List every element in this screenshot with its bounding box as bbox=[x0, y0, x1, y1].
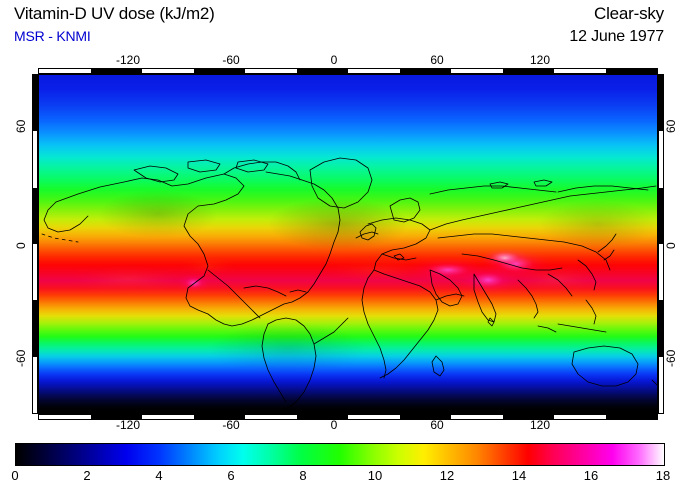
axis-seg bbox=[659, 131, 663, 188]
axis-seg bbox=[399, 415, 451, 419]
axis-x-top-tick-120: 120 bbox=[529, 53, 551, 67]
axis-seg bbox=[502, 415, 554, 419]
sky-condition-label: Clear-sky bbox=[594, 4, 664, 23]
axis-seg bbox=[39, 415, 91, 419]
page-title: Vitamin-D UV dose (kJ/m2) bbox=[14, 4, 215, 23]
colorbar-tick-18: 18 bbox=[655, 468, 671, 483]
axis-seg bbox=[33, 75, 37, 132]
axis-seg bbox=[193, 69, 245, 73]
colorbar-tick-8: 8 bbox=[299, 468, 307, 483]
axis-seg bbox=[90, 69, 142, 73]
axis-seg bbox=[33, 356, 37, 413]
axis-seg bbox=[296, 69, 348, 73]
axis-x-bottom-tick-0: 0 bbox=[330, 418, 338, 432]
axis-seg bbox=[33, 131, 37, 188]
colorbar-tick-0: 0 bbox=[11, 468, 19, 483]
axis-seg bbox=[348, 415, 400, 419]
axis-seg bbox=[399, 69, 451, 73]
axis-y-left-tick-60: 60 bbox=[14, 119, 28, 133]
axis-x-top-tick--60: -60 bbox=[222, 53, 240, 67]
colorbar-tick-14: 14 bbox=[511, 468, 527, 483]
axis-seg bbox=[659, 243, 663, 301]
axis-seg bbox=[33, 243, 37, 301]
colorbar-tick-16: 16 bbox=[583, 468, 599, 483]
colorbar-tick-10: 10 bbox=[367, 468, 383, 483]
axis-seg bbox=[39, 69, 91, 73]
axis-x-bottom-tick--120: -120 bbox=[115, 418, 141, 432]
axis-y-right-tick-60: 60 bbox=[664, 119, 678, 133]
world-map-panel bbox=[38, 74, 658, 414]
axis-seg bbox=[142, 69, 194, 73]
uv-dose-hotspot-overlay bbox=[63, 247, 603, 296]
axis-seg bbox=[296, 415, 348, 419]
colorbar bbox=[15, 443, 665, 466]
axis-seg bbox=[348, 69, 400, 73]
axis-seg bbox=[554, 415, 606, 419]
axis-bar-right bbox=[658, 74, 664, 414]
map-raster bbox=[38, 74, 658, 414]
axis-y-right-tick-0: 0 bbox=[664, 242, 678, 250]
axis-seg bbox=[33, 187, 37, 244]
coastline-overlay bbox=[41, 157, 658, 411]
colorbar-gradient bbox=[15, 443, 665, 466]
axis-seg bbox=[33, 300, 37, 357]
institution-credit: MSR - KNMI bbox=[14, 28, 91, 44]
axis-y-left-tick--60: -60 bbox=[14, 349, 28, 367]
axis-x-top-tick-0: 0 bbox=[330, 53, 338, 67]
axis-seg bbox=[245, 415, 297, 419]
axis-x-bottom-tick-120: 120 bbox=[529, 418, 551, 432]
axis-seg bbox=[659, 300, 663, 357]
axis-seg bbox=[659, 75, 663, 132]
axis-y-left-tick-0: 0 bbox=[14, 242, 28, 250]
axis-seg bbox=[451, 69, 503, 73]
axis-seg bbox=[193, 415, 245, 419]
colorbar-tick-6: 6 bbox=[227, 468, 235, 483]
axis-x-top-tick--120: -120 bbox=[115, 53, 141, 67]
colorbar-tick-2: 2 bbox=[83, 468, 91, 483]
axis-seg bbox=[605, 69, 657, 73]
colorbar-tick-labels: 0 2 4 6 8 10 12 14 16 18 bbox=[0, 468, 678, 484]
axis-seg bbox=[245, 69, 297, 73]
axis-seg bbox=[142, 415, 194, 419]
axis-seg bbox=[659, 356, 663, 413]
axis-x-top-tick-60: 60 bbox=[430, 53, 444, 67]
axis-y-right-tick--60: -60 bbox=[664, 349, 678, 367]
axis-bar-top bbox=[38, 68, 658, 74]
axis-seg bbox=[659, 187, 663, 244]
axis-bar-bottom bbox=[38, 414, 658, 420]
date-label: 12 June 1977 bbox=[569, 28, 664, 45]
axis-seg bbox=[90, 415, 142, 419]
axis-seg bbox=[605, 415, 657, 419]
axis-x-bottom-tick-60: 60 bbox=[430, 418, 444, 432]
axis-x-bottom-tick--60: -60 bbox=[222, 418, 240, 432]
axis-seg bbox=[502, 69, 554, 73]
colorbar-tick-4: 4 bbox=[155, 468, 163, 483]
colorbar-tick-12: 12 bbox=[439, 468, 455, 483]
axis-seg bbox=[451, 415, 503, 419]
axis-bar-left bbox=[32, 74, 38, 414]
axis-seg bbox=[554, 69, 606, 73]
